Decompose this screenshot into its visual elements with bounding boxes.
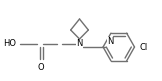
Text: O: O [38, 63, 45, 72]
Text: Cl: Cl [139, 43, 148, 52]
Text: N: N [107, 37, 113, 46]
Text: N: N [76, 40, 83, 49]
Text: HO: HO [3, 40, 16, 49]
